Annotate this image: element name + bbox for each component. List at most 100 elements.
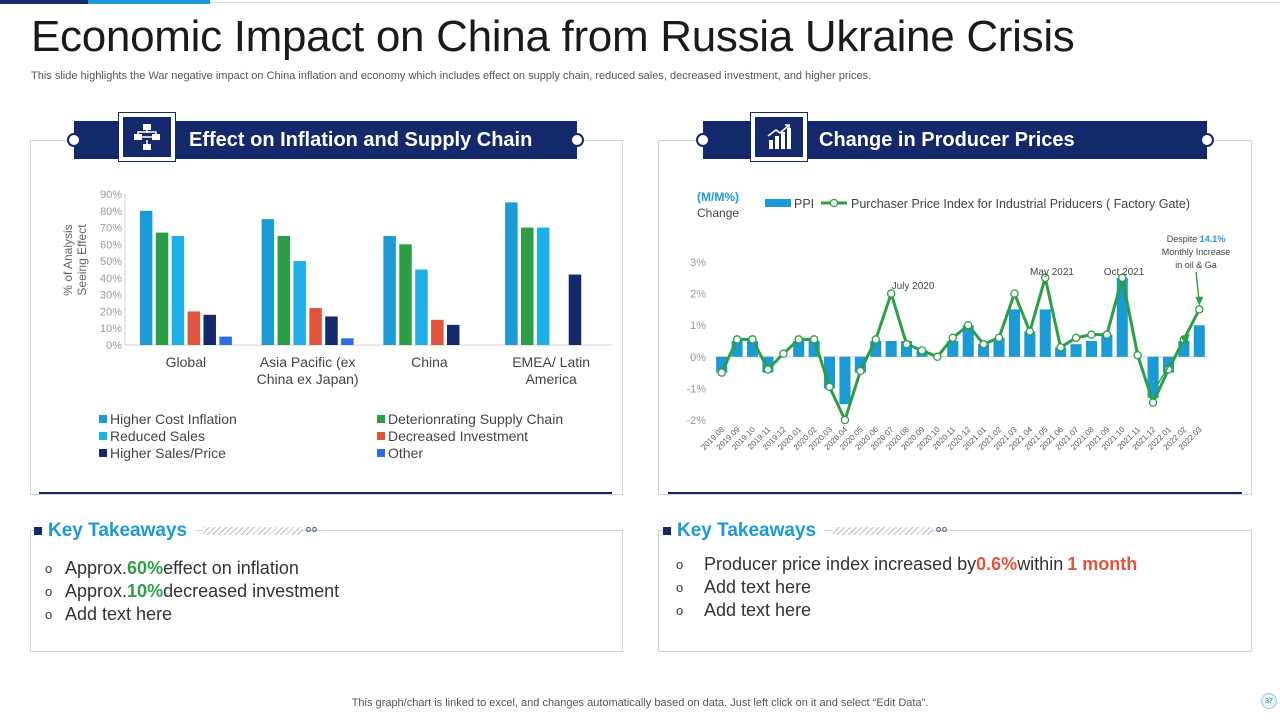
bar — [219, 336, 232, 345]
bar — [203, 314, 216, 345]
y-tick-label: 60% — [100, 239, 122, 251]
y-tick-label: 0% — [106, 340, 122, 352]
y-tick-label: 90% — [100, 189, 122, 201]
bar — [261, 219, 275, 345]
bar — [415, 269, 428, 345]
line-point — [1148, 398, 1158, 407]
bar — [309, 308, 322, 345]
ppi-bar — [1055, 347, 1067, 357]
annotation-despite-line-1: Despite 14.1% — [1167, 234, 1226, 244]
x-category-label: China — [411, 354, 448, 370]
left-takeaways-box — [30, 530, 623, 652]
y-tick-label: 3% — [690, 257, 706, 269]
line-point — [1025, 327, 1035, 336]
line-point — [809, 335, 819, 344]
bar — [293, 261, 306, 345]
left-takeaways-hatch — [203, 527, 303, 535]
annotation-despite-line-2: Monthly Increase — [1162, 247, 1231, 257]
line-point — [979, 339, 988, 349]
ppi-bar — [1101, 334, 1113, 357]
legend-label-line: Purchaser Price Index for Industrial Pri… — [851, 197, 1190, 211]
line-point — [1195, 305, 1204, 314]
line-point — [886, 289, 896, 298]
trend-arrow-shaft — [1156, 337, 1187, 386]
line-point — [994, 333, 1004, 343]
line-point — [1087, 330, 1096, 339]
bar — [446, 324, 460, 345]
ppi-bar — [854, 356, 866, 373]
y-axis-title-line-2: Change — [697, 206, 739, 220]
page-subtitle: This slide highlights the War negative i… — [31, 70, 872, 82]
list-item: o Add text here — [45, 604, 173, 624]
legend-swatch-line-marker — [829, 198, 839, 208]
x-category-label: Asia Pacific (ex — [260, 354, 356, 370]
line-point — [917, 346, 927, 355]
left-takeaways-title: Key Takeaways — [48, 520, 188, 541]
y-tick-label: 10% — [100, 323, 122, 335]
legend-label: Reduced Sales — [110, 428, 205, 444]
ppi-bar — [870, 341, 882, 357]
ppi-bar — [716, 356, 728, 373]
right-takeaways-square-icon — [663, 527, 671, 535]
line-point — [717, 368, 726, 377]
line-point — [933, 352, 942, 362]
left-panel-icon-box — [118, 112, 176, 162]
bar — [139, 210, 153, 345]
callout-arrow-head — [1195, 296, 1204, 306]
ppi-bar — [808, 341, 820, 357]
legend-swatch — [377, 449, 385, 457]
ppi-bar — [793, 341, 805, 357]
line-point — [1118, 273, 1127, 283]
y-tick-label: 40% — [100, 273, 122, 285]
line-point — [763, 365, 773, 374]
list-item: o Add text here — [676, 600, 812, 620]
ppi-bar — [1008, 309, 1020, 357]
ppi-bar — [824, 356, 836, 389]
list-item: o Approx. 10% decreased investment — [45, 581, 340, 601]
line-point — [963, 320, 973, 330]
right-banner-ring-left — [696, 133, 710, 147]
right-takeaways-hatch — [833, 527, 933, 535]
line-point — [840, 415, 850, 425]
bar — [341, 338, 354, 345]
ppi-bar — [1162, 356, 1175, 373]
legend-label: Other — [388, 445, 423, 461]
left-panel-bottom-rule — [39, 492, 612, 494]
ppi-bar — [885, 341, 897, 357]
left-takeaways-square-icon — [34, 527, 42, 535]
bar — [431, 319, 444, 345]
ppi-bar — [947, 341, 959, 357]
line-point — [871, 335, 881, 344]
list-item: o Producer price index increased by 0.6% … — [676, 554, 1138, 574]
inflation-bar-chart: 0% 10% 20% 30% 40% 50% 60% 70% 80% 90% % of Analys… — [61, 189, 612, 461]
bar — [521, 227, 534, 345]
legend-label: Decreased Investment — [388, 428, 528, 444]
ppi-bar — [1147, 356, 1159, 398]
legend-label: Higher Sales/Price — [110, 445, 226, 461]
bar — [187, 311, 201, 345]
annotation-may-2021: May 2021 — [1030, 267, 1074, 278]
footer-note: This graph/chart is linked to excel, and… — [351, 697, 929, 709]
line-point — [748, 335, 757, 344]
ppi-bar — [1178, 341, 1190, 357]
line-point — [794, 335, 803, 344]
right-takeaways-title: Key Takeaways — [677, 520, 817, 541]
ppi-bar — [839, 356, 851, 405]
right-takeaways-list: o Producer price index increased by 0.6% … — [676, 553, 1137, 622]
ppi-bar — [993, 337, 1005, 357]
ppi-bar — [1085, 341, 1097, 357]
rising-bar-chart-icon — [767, 124, 791, 149]
flowchart-icon — [134, 124, 160, 150]
legend-swatch — [377, 432, 385, 440]
list-item: o Approx. 60% effect on inflation — [45, 558, 299, 578]
legend-swatch — [377, 415, 385, 423]
y-axis-title-line-1: (M/M%) — [697, 190, 739, 204]
legend-label-ppi: PPI — [794, 197, 814, 211]
top-accent-bar-navy — [0, 0, 88, 4]
y-tick-label: 2% — [690, 289, 706, 301]
ppi-bar — [762, 356, 774, 373]
annotation-july-2020: July 2020 — [892, 281, 935, 292]
right-takeaways-header: Key Takeaways — [663, 520, 825, 542]
bar — [155, 232, 169, 345]
y-tick-label: 0% — [690, 352, 706, 364]
